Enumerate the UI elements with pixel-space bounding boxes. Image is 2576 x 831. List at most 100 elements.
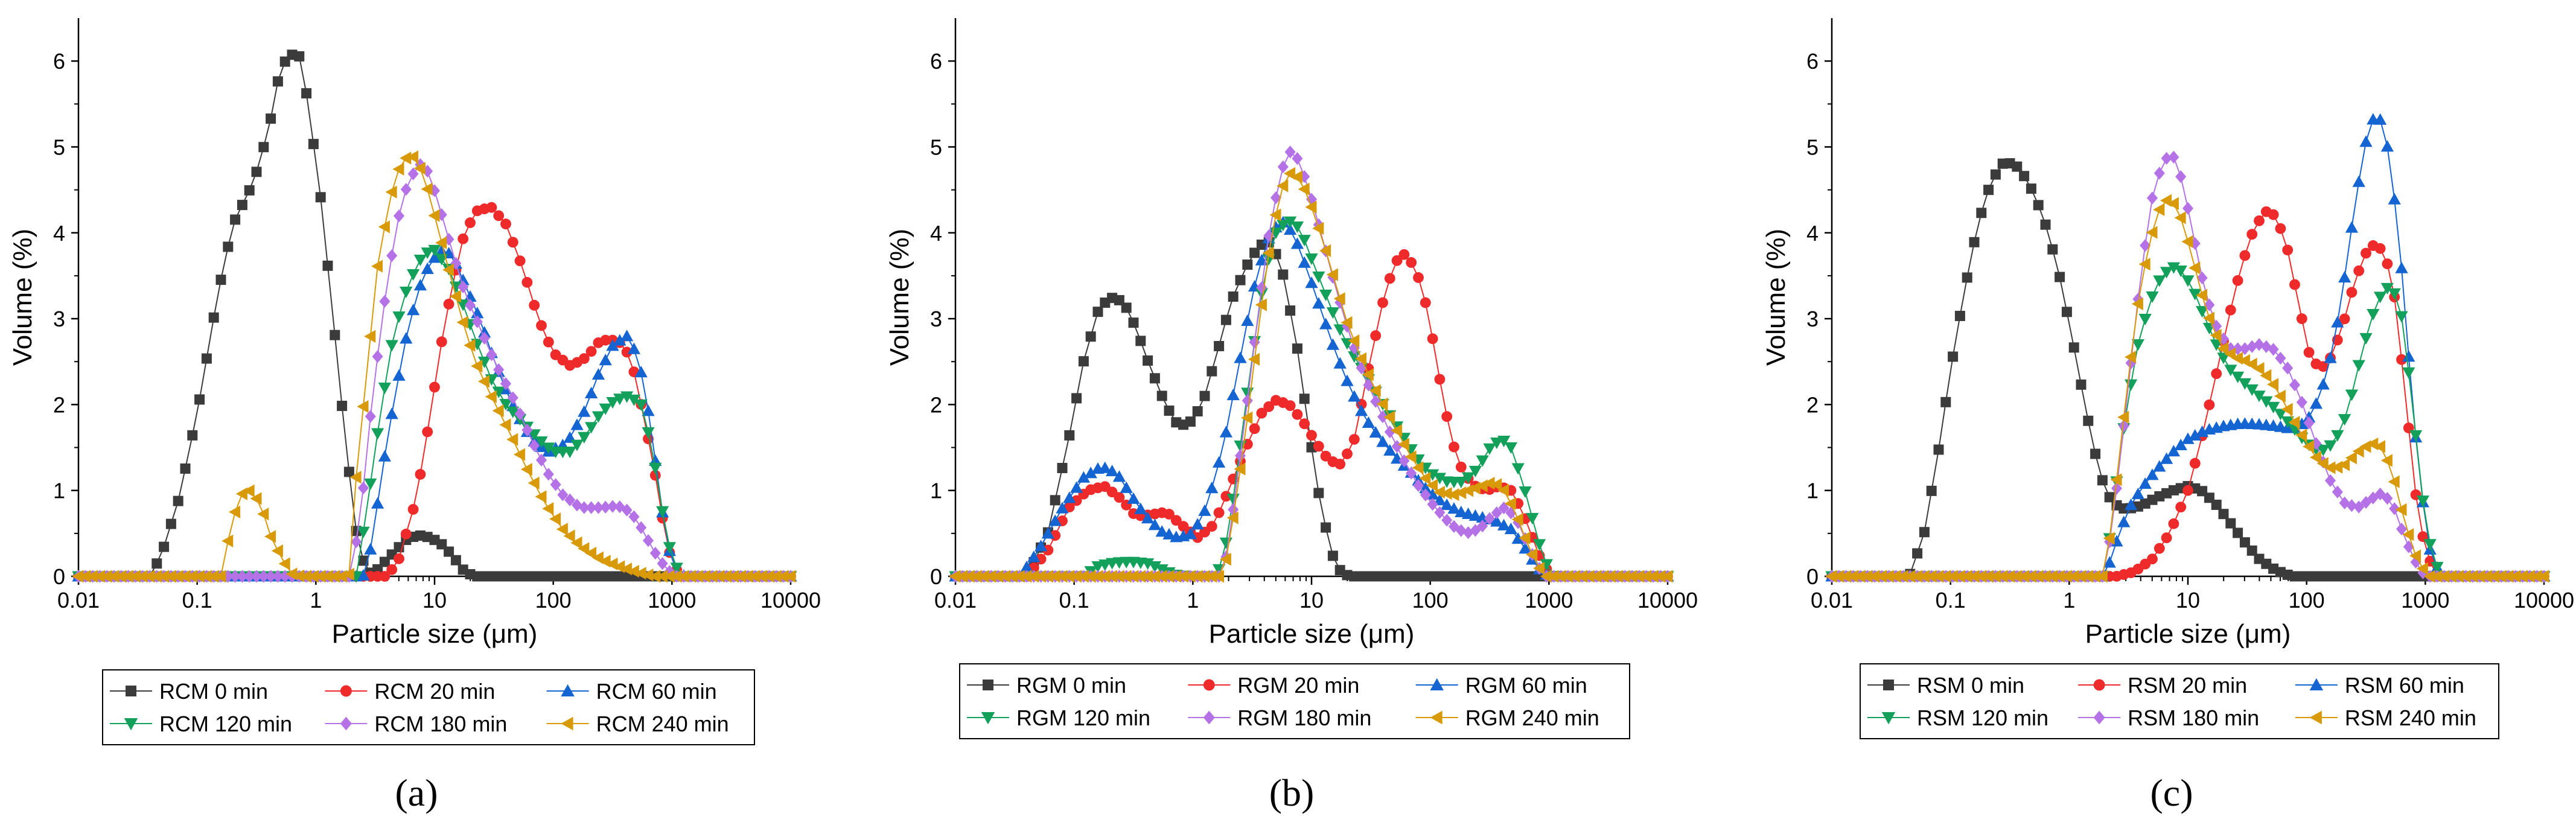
legend-entry: RGM 60 min <box>1415 673 1587 698</box>
data-point <box>1205 570 1217 583</box>
data-point <box>2189 288 2202 301</box>
data-point <box>1348 334 1360 348</box>
data-point <box>2024 570 2036 583</box>
data-point <box>1205 482 1219 494</box>
data-point <box>513 448 526 461</box>
data-point <box>550 478 561 491</box>
data-point <box>2017 570 2030 583</box>
data-point <box>2466 570 2478 583</box>
data-point <box>301 88 312 99</box>
data-point <box>1976 208 1987 218</box>
data-point <box>2409 549 2421 562</box>
data-point <box>591 368 605 380</box>
data-point <box>2395 261 2408 273</box>
data-point <box>330 330 340 340</box>
data-point <box>557 488 569 501</box>
data-point <box>2211 368 2222 380</box>
data-point <box>2010 570 2023 583</box>
data-point <box>351 535 362 549</box>
data-point <box>2252 362 2265 375</box>
data-point <box>2181 275 2195 287</box>
data-point <box>436 336 447 348</box>
data-point <box>1050 495 1060 506</box>
data-point <box>1661 570 1673 583</box>
data-point <box>1398 249 1410 260</box>
data-point <box>649 570 661 583</box>
data-point <box>1185 416 1196 427</box>
data-point <box>435 236 447 249</box>
data-point <box>1519 531 1531 545</box>
data-point <box>2039 570 2051 583</box>
data-point <box>2067 570 2079 583</box>
data-point <box>2260 396 2273 408</box>
data-point <box>2174 211 2186 224</box>
data-point <box>2083 415 2094 426</box>
data-point <box>2181 432 2195 444</box>
data-point <box>2104 492 2115 503</box>
data-point <box>741 570 753 583</box>
series-line <box>78 250 791 577</box>
panel-label: (a) <box>395 771 438 814</box>
data-point <box>606 339 619 351</box>
data-point <box>400 332 413 344</box>
data-point <box>393 209 405 223</box>
data-point <box>364 543 377 555</box>
data-point <box>2146 468 2159 480</box>
data-point <box>1077 570 1089 583</box>
data-point <box>1213 507 1225 518</box>
data-point <box>1875 570 1887 583</box>
data-point <box>1013 570 1025 583</box>
data-point <box>2346 499 2358 512</box>
data-point <box>1981 570 1994 583</box>
data-point <box>677 570 689 583</box>
data-point <box>2131 487 2145 500</box>
x-tick-label: 1000 <box>2401 588 2449 613</box>
data-point <box>636 521 647 534</box>
data-point <box>634 399 648 411</box>
series-line <box>78 156 791 577</box>
data-point <box>215 275 226 285</box>
data-point <box>1383 444 1397 456</box>
data-point <box>2231 371 2245 383</box>
y-tick-label: 3 <box>1806 307 1819 331</box>
data-point <box>2423 539 2437 551</box>
data-point <box>2154 543 2165 554</box>
data-point <box>620 330 634 342</box>
data-point <box>1092 307 1103 317</box>
data-point <box>1639 570 1652 583</box>
data-point <box>2138 314 2152 326</box>
data-point <box>1070 481 1083 493</box>
data-point <box>143 570 155 583</box>
data-point <box>529 439 540 452</box>
data-point <box>1354 404 1368 416</box>
x-tick-label: 10 <box>1299 588 1324 613</box>
data-point <box>1433 494 1447 506</box>
data-point <box>364 330 376 343</box>
y-tick-label: 1 <box>53 479 65 503</box>
data-point <box>1904 570 1916 583</box>
data-point <box>1235 275 1246 285</box>
data-point <box>2076 379 2087 390</box>
data-point <box>1134 570 1146 583</box>
data-point <box>1234 462 1246 476</box>
data-point <box>1184 527 1197 540</box>
data-point <box>670 562 683 575</box>
data-point <box>2217 342 2229 355</box>
data-point <box>1255 298 1267 311</box>
data-point <box>542 502 554 515</box>
data-point <box>1191 518 1204 530</box>
data-point <box>2160 267 2173 279</box>
data-point <box>1983 185 1994 196</box>
data-point <box>1219 537 1233 549</box>
data-point <box>258 570 269 583</box>
data-point <box>1034 540 1048 552</box>
data-point <box>1219 425 1233 438</box>
data-point <box>536 320 547 331</box>
x-axis-title: Particle size (μm) <box>1209 619 1415 649</box>
data-point <box>2068 342 2079 353</box>
x-tick-label: 100 <box>535 588 572 613</box>
data-point <box>2295 428 2307 442</box>
data-point <box>1504 442 1518 454</box>
legend-marker <box>2093 679 2105 691</box>
x-tick-label: 100 <box>1412 588 1449 613</box>
